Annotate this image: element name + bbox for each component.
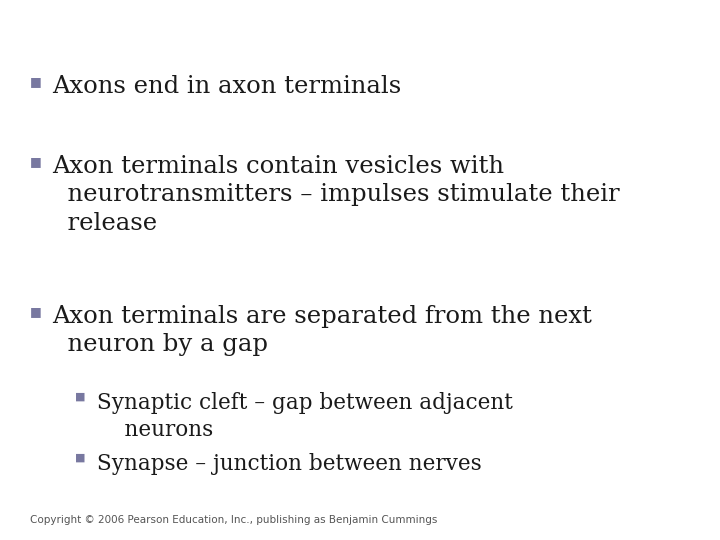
Text: Axon terminals contain vesicles with
  neurotransmitters – impulses stimulate th: Axon terminals contain vesicles with neu… [52,155,620,235]
Text: ■: ■ [75,453,86,463]
Text: ■: ■ [30,75,42,88]
Text: Synaptic cleft – gap between adjacent
    neurons: Synaptic cleft – gap between adjacent ne… [97,392,513,441]
Text: ■: ■ [30,305,42,318]
Text: ■: ■ [30,155,42,168]
Text: ■: ■ [75,392,86,402]
Text: Synapse – junction between nerves: Synapse – junction between nerves [97,453,482,475]
Text: Axons end in axon terminals: Axons end in axon terminals [52,75,401,98]
Text: Copyright © 2006 Pearson Education, Inc., publishing as Benjamin Cummings: Copyright © 2006 Pearson Education, Inc.… [30,515,437,525]
Text: Axon terminals are separated from the next
  neuron by a gap: Axon terminals are separated from the ne… [52,305,592,356]
